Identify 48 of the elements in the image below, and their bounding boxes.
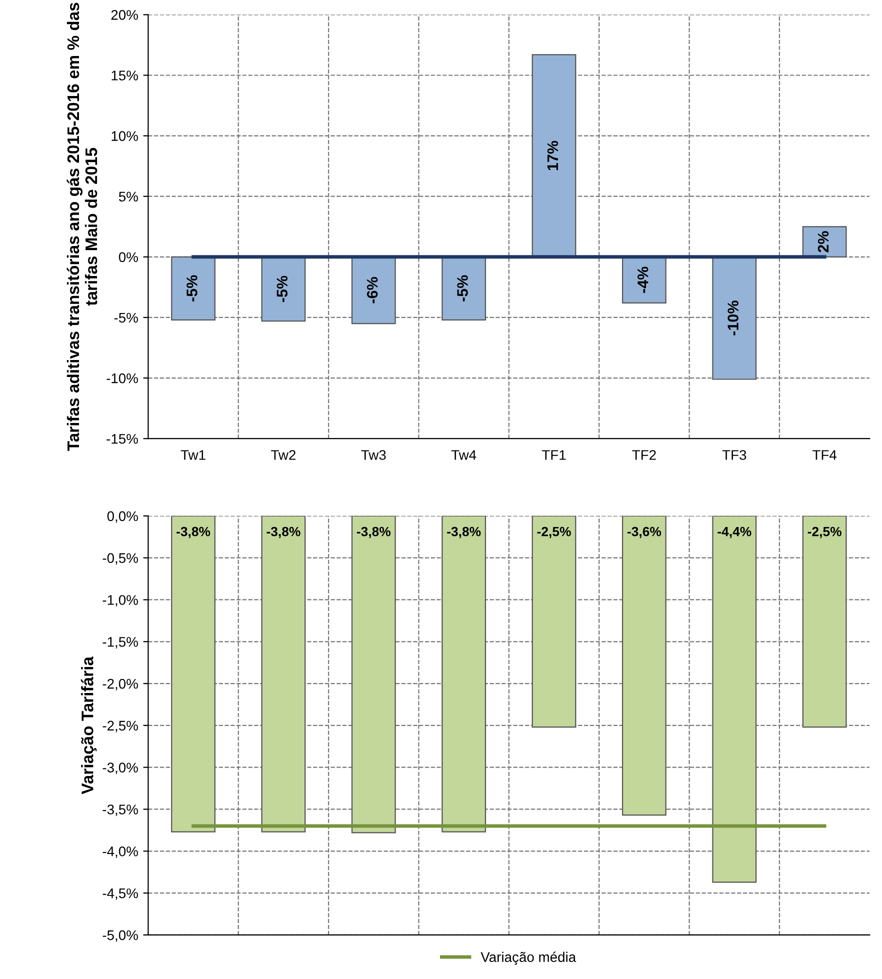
data-label: 17% xyxy=(547,140,558,170)
data-label: -5% xyxy=(457,275,468,302)
y-axis-title: Tarifas aditivas transitórias ano gás 2015-2016 em % das tarifas Maio de 2015 xyxy=(66,2,98,451)
y-tick-label: 10% xyxy=(112,131,138,141)
y-tick-label: -1,0% xyxy=(102,595,138,607)
y-tick-label: -3,0% xyxy=(102,762,138,774)
data-label: -10% xyxy=(728,300,738,336)
x-tick-label: TF3 xyxy=(722,450,746,460)
data-label: -3,8% xyxy=(356,526,391,538)
data-label: 2% xyxy=(818,231,829,252)
y-tick-label: -3,5% xyxy=(102,804,138,816)
y-tick-label: -4,5% xyxy=(102,888,138,900)
y-tick-label: 20% xyxy=(111,10,138,20)
y-tick-label: -10% xyxy=(106,373,138,384)
bar xyxy=(171,256,216,320)
y-tick-label: -2,5% xyxy=(102,720,138,732)
y-tick-label: -4,0% xyxy=(102,846,138,858)
y-tick-label: -1,5% xyxy=(102,637,138,648)
y-tick-label: 15% xyxy=(112,70,138,80)
x-tick-label: Tw3 xyxy=(361,450,386,460)
x-tick-label: TF4 xyxy=(812,450,836,460)
x-tick-label: TF1 xyxy=(542,450,566,460)
y-tick-label: -2,0% xyxy=(102,678,138,690)
y-tick-label: 0,0% xyxy=(107,511,138,523)
y-tick-label: -5% xyxy=(114,312,138,323)
bar xyxy=(532,54,576,258)
x-tick-label: TF2 xyxy=(632,450,656,460)
data-label: -5% xyxy=(276,276,288,302)
data-label: -2,5% xyxy=(537,526,571,538)
y-tick-label: -15% xyxy=(106,434,138,444)
data-label: -2,5% xyxy=(808,526,842,538)
data-label: -6% xyxy=(366,277,378,304)
y-tick-label: 0% xyxy=(118,252,138,262)
data-label: -3,8% xyxy=(447,526,481,538)
data-label: -3,6% xyxy=(627,526,662,538)
y-tick-label: -5,0% xyxy=(102,930,138,942)
y-axis-title: Variação Tarifária xyxy=(80,656,97,794)
y-tick-label: 5% xyxy=(118,192,138,202)
data-label: -5% xyxy=(186,275,198,302)
legend-label: Variação média xyxy=(480,952,576,965)
x-tick-label: Tw4 xyxy=(451,450,476,460)
y-tick-label: -0,5% xyxy=(102,553,138,565)
data-label: -4% xyxy=(638,266,648,293)
data-label: -3,8% xyxy=(176,526,210,538)
x-tick-label: Tw2 xyxy=(271,450,296,460)
x-tick-label: Tw1 xyxy=(180,450,206,460)
data-label: -4,4% xyxy=(718,526,752,538)
data-label: -3,8% xyxy=(266,526,300,538)
